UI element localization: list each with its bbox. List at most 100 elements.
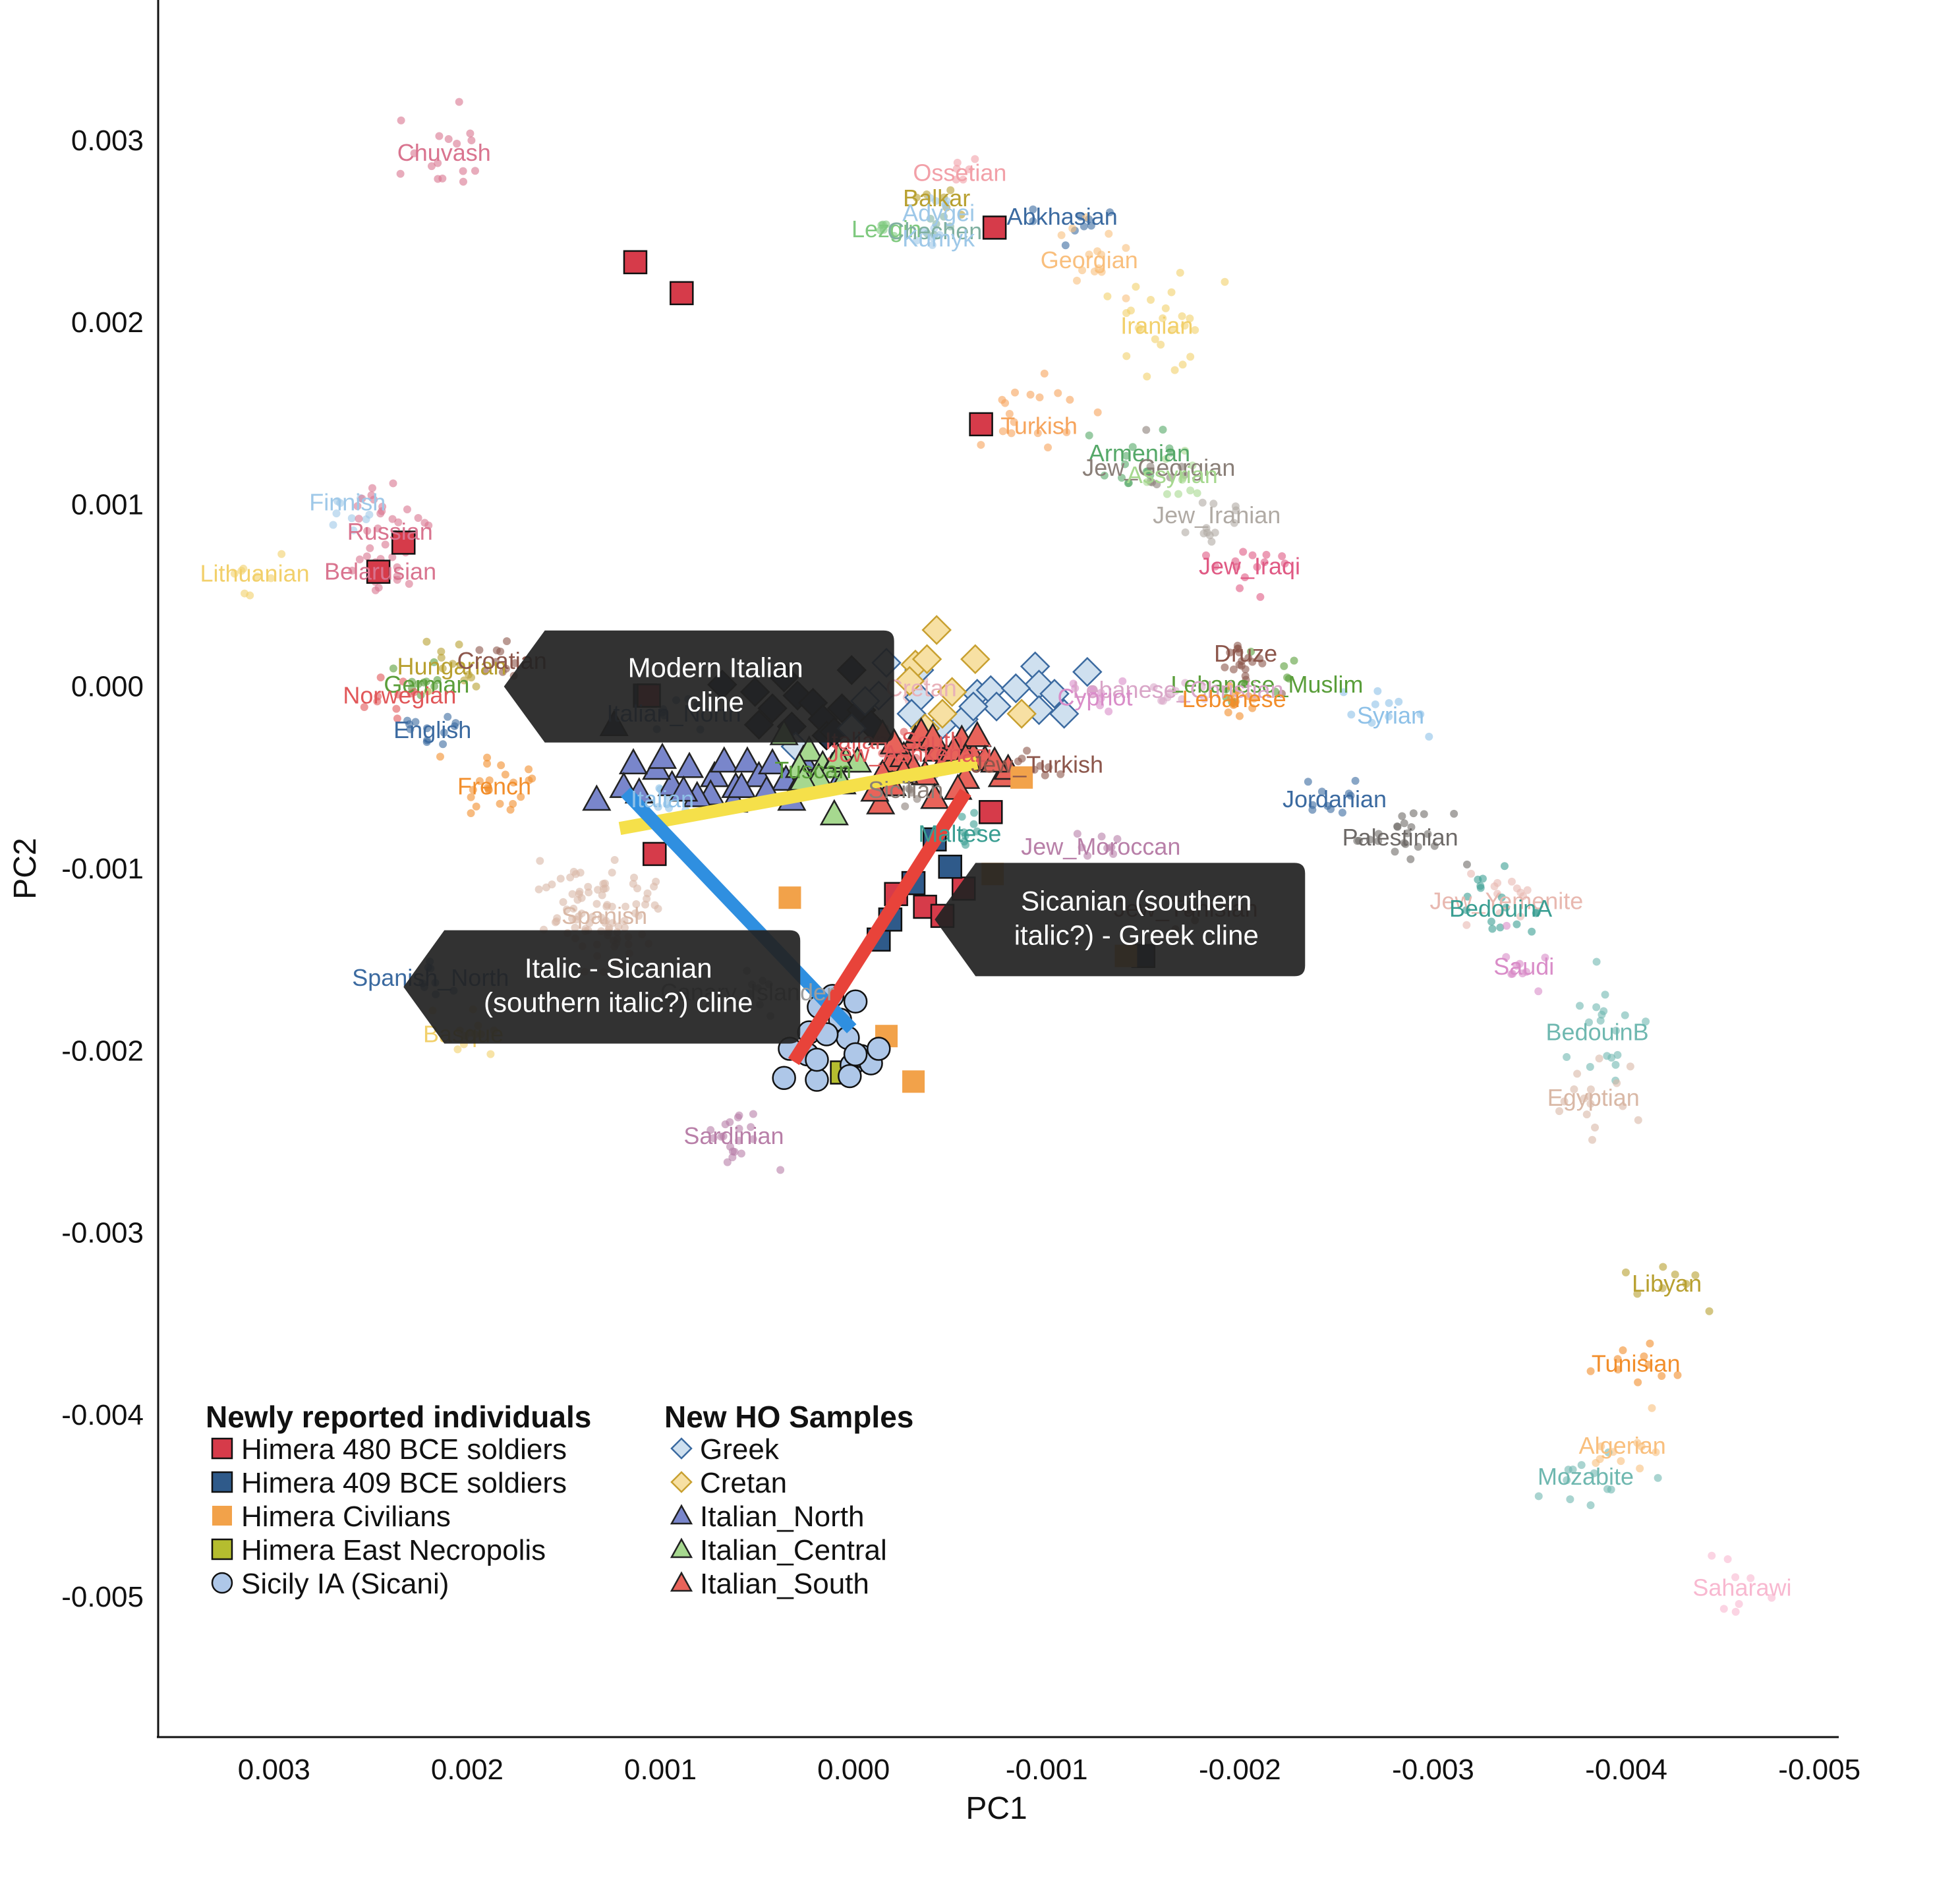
ref-point-palestinian	[1353, 836, 1362, 845]
ref-point-algerian	[1633, 1439, 1642, 1447]
ref-point-french	[496, 799, 504, 808]
legend-label-greek: Greek	[700, 1433, 780, 1466]
population-label-chuvash: Chuvash	[397, 139, 491, 166]
ref-point-saharawi	[1708, 1551, 1716, 1560]
ref-point-english	[439, 740, 447, 749]
population-label-druze: Druze	[1214, 640, 1277, 667]
population-label-adygei: Adygei	[902, 199, 975, 226]
ref-point-sardinian	[706, 1126, 715, 1134]
callout-text: Modern Italian	[628, 652, 803, 683]
ref-point-armenian	[1128, 443, 1137, 451]
ref-point-cypriot	[1097, 689, 1105, 697]
x-tick-label: -0.004	[1585, 1754, 1667, 1786]
ref-point-sardinian	[723, 1158, 732, 1166]
ref-point-finnish	[349, 526, 358, 534]
ho-marker-italian-south	[866, 787, 896, 815]
ref-point-sardinian	[747, 1123, 755, 1131]
ref-point-lebanese	[1226, 695, 1235, 703]
ref-point-jew-turkish	[1041, 771, 1049, 780]
x-tick-label: -0.001	[1006, 1754, 1088, 1786]
ref-point-bedouinb	[1621, 1011, 1629, 1019]
ref-point-french	[472, 802, 480, 811]
ref-point-syrian	[1347, 710, 1356, 719]
legend-swatch-himera-east-necropolis	[211, 1538, 233, 1560]
ref-point-syrian	[1385, 699, 1393, 707]
ref-point-english	[422, 738, 431, 747]
ref-point-spanish	[572, 915, 581, 924]
population-label-german: German	[384, 671, 469, 698]
ref-point-balkar	[912, 193, 921, 202]
ref-point-ossetian	[953, 158, 962, 167]
ref-point-lebanese	[1235, 712, 1244, 720]
ref-point-chechen	[932, 219, 940, 228]
ref-point-bedouinb	[1592, 958, 1601, 966]
ref-point-palestinian	[1374, 837, 1383, 845]
ref-point-syrian	[1373, 687, 1382, 695]
ref-point-turkish	[1062, 428, 1071, 436]
population-label-jew-georgian: Jew_Georgian	[1082, 454, 1235, 481]
ref-point-english	[403, 716, 412, 725]
ref-point-jew-turkish	[1018, 755, 1026, 763]
ref-point-iranian	[1191, 326, 1199, 334]
ref-point-palestinian	[1424, 830, 1432, 838]
ref-point-tunisian	[1614, 1365, 1623, 1374]
ref-point-jew-iraqi	[1248, 551, 1257, 559]
ref-point-assyrian	[1163, 490, 1171, 498]
ref-point-spanish	[553, 914, 562, 923]
ref-point-french	[483, 753, 492, 762]
ref-point-russian	[414, 513, 422, 522]
ref-point-jew-iranian	[1209, 500, 1218, 508]
new-marker-himera-409-bce-soldiers	[938, 854, 962, 879]
ref-point-jordanian	[1351, 776, 1360, 785]
ref-point-spanish	[610, 855, 619, 864]
ref-point-lebanese	[1244, 692, 1253, 701]
ref-point-armenian	[1146, 471, 1155, 480]
new-marker-himera-civilians	[902, 1070, 925, 1093]
ref-point-saudi	[1507, 970, 1516, 979]
population-label-syrian: Syrian	[1357, 702, 1424, 729]
population-label-saudi: Saudi	[1493, 953, 1554, 980]
legend-label-himera-civilians: Himera Civilians	[241, 1501, 451, 1533]
population-label-russian: Russian	[347, 518, 433, 545]
ref-point-saharawi	[1719, 1605, 1728, 1613]
population-label-tunisian: Tunisian	[1592, 1350, 1681, 1377]
ref-point-sardinian	[737, 1149, 745, 1158]
ref-point-chuvash	[453, 140, 461, 148]
ref-point-spanish	[608, 902, 616, 911]
ref-point-abkhasian	[1080, 222, 1088, 231]
population-label-egyptian: Egyptian	[1547, 1084, 1640, 1111]
ref-point-finnish	[365, 510, 374, 519]
ref-point-turkish	[1033, 429, 1042, 438]
ref-point-sardinian	[776, 1166, 785, 1174]
ref-point-syrian	[1416, 710, 1425, 718]
ref-point-french	[497, 761, 505, 770]
ref-point-jew-iranian	[1211, 529, 1219, 537]
ref-point-georgian	[1073, 276, 1081, 285]
ref-point-jew-moroccan	[1109, 849, 1118, 858]
new-marker-himera-480-bce-soldiers	[670, 281, 694, 306]
ref-point-french	[469, 786, 477, 794]
population-label-english: English	[393, 716, 471, 743]
ref-point-sardinian	[749, 1135, 757, 1143]
population-label-iranian: Iranian	[1120, 312, 1193, 339]
ref-point-armenian	[1121, 460, 1130, 469]
ref-point-jew-yemenite	[1495, 909, 1504, 917]
x-tick-labels: 0.003 0.002 0.001 0.000 -0.001 -0.002 -0.003 -0…	[238, 1754, 1860, 1786]
population-label-sicilian: Sicilian	[868, 776, 943, 803]
ref-point-french	[467, 793, 475, 801]
ref-point-jew-iraqi	[1232, 563, 1241, 571]
callout-text: Italic - Sicanian	[525, 953, 712, 984]
ref-point-chuvash	[438, 174, 447, 183]
ref-point-russian	[388, 515, 397, 523]
ref-point-lebanese-muslim	[1290, 656, 1298, 665]
ref-point-georgian	[1122, 244, 1130, 252]
ref-point-spanish	[534, 885, 543, 894]
ref-point-spanish	[594, 886, 602, 894]
cline-lines	[618, 756, 979, 1066]
ref-point-palestinian	[1400, 819, 1408, 828]
ref-point-egyptian	[1580, 1094, 1588, 1102]
population-label-lithuanian: Lithuanian	[200, 559, 309, 586]
ref-point-mozabite	[1569, 1466, 1577, 1474]
ref-point-lebanese-christian	[1197, 683, 1206, 691]
ref-point-bedouinb	[1603, 1052, 1611, 1060]
